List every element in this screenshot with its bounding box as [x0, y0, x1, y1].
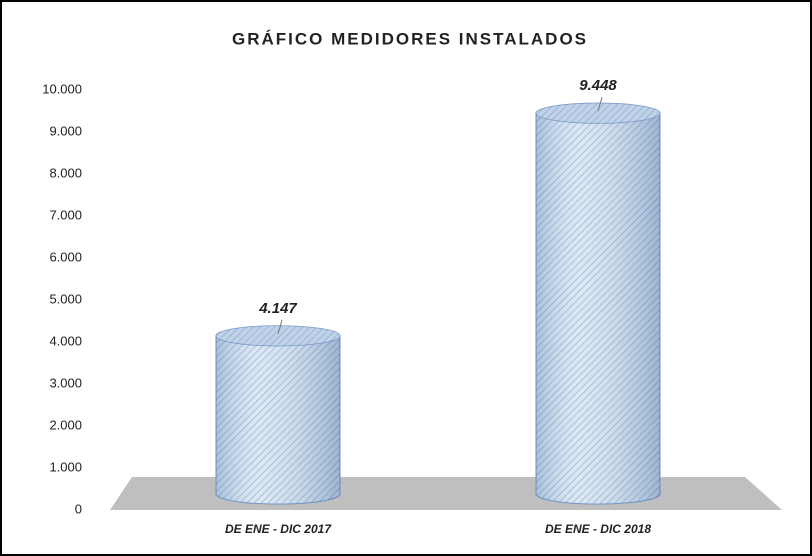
x-tick-label: DE ENE - DIC 2018 — [545, 522, 651, 536]
y-tick-label: 7.000 — [49, 207, 82, 222]
chart-title: GRÁFICO MEDIDORES INSTALADOS — [232, 29, 588, 48]
cylinder-part — [216, 325, 340, 346]
cylinder — [215, 325, 341, 505]
cylinder — [535, 102, 661, 505]
floor — [110, 477, 782, 510]
y-tick-label: 8.000 — [49, 165, 82, 180]
y-tick-label: 10.000 — [42, 81, 82, 96]
y-tick-label: 5.000 — [49, 291, 82, 306]
y-tick-label: 2.000 — [49, 417, 82, 432]
x-tick-label: DE ENE - DIC 2017 — [225, 522, 332, 536]
value-label: 4.147 — [258, 300, 297, 317]
y-tick-label: 0 — [75, 501, 82, 516]
cylinder-part — [536, 113, 660, 505]
label-leader — [597, 97, 603, 112]
y-tick-label: 4.000 — [49, 333, 82, 348]
y-tick-label: 9.000 — [49, 123, 82, 138]
label-leader — [277, 319, 283, 334]
value-label: 9.448 — [579, 77, 617, 94]
y-tick-label: 3.000 — [49, 375, 82, 390]
cylinder-part — [536, 103, 660, 124]
y-tick-label: 1.000 — [49, 459, 82, 474]
cylinder-part — [216, 335, 340, 504]
y-tick-label: 6.000 — [49, 249, 82, 264]
